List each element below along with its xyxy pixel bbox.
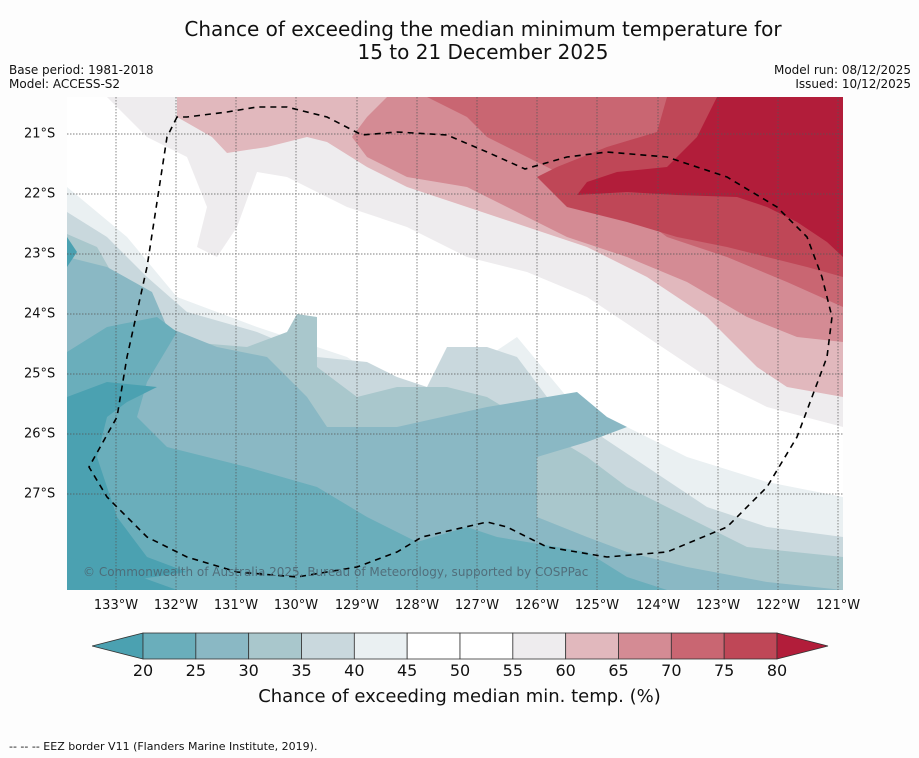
colorbar-band-55-60 <box>512 632 567 660</box>
model-run: Model run: 08/12/2025 <box>773 63 911 77</box>
model-name: Model: ACCESS-S2 <box>9 77 121 91</box>
colorbar-tick-60: 60 <box>555 661 576 680</box>
lat-label-23: 23°S <box>24 246 56 262</box>
lon-label-128: 128°W <box>394 598 440 613</box>
lat-label-22: 22°S <box>24 186 56 202</box>
graticule <box>67 97 843 590</box>
lon-label-123: 123°W <box>695 598 741 613</box>
colorbar-tick-55: 55 <box>502 661 524 680</box>
colorbar-tick-25: 25 <box>185 661 207 680</box>
meta-left: Base period: 1981-2018 Model: ACCESS-S2 <box>9 63 154 91</box>
lon-label-129: 129°W <box>334 598 380 613</box>
colorbar-band-75-80 <box>723 632 778 660</box>
colorbar-tick-65: 65 <box>608 661 629 680</box>
colorbar-tick-20: 20 <box>132 661 154 680</box>
colorbar-band-50-55 <box>459 632 514 660</box>
map-title: Chance of exceeding the median minimum t… <box>0 18 919 64</box>
colorbar-band-65-70 <box>618 632 672 660</box>
colorbar-extend-low <box>92 632 144 660</box>
lat-label-25: 25°S <box>24 366 56 382</box>
map-panel <box>67 97 843 590</box>
title-line-1: Chance of exceeding the median minimum t… <box>184 17 782 41</box>
band-below-20-b <box>67 557 177 590</box>
base-period: Base period: 1981-2018 <box>9 63 154 77</box>
colorbar-tick-40: 40 <box>344 661 365 680</box>
lon-label-132: 132°W <box>153 598 199 613</box>
lon-label-130: 130°W <box>273 598 319 613</box>
lon-label-127: 127°W <box>454 598 500 613</box>
lon-label-122: 122°W <box>755 598 801 613</box>
lon-label-125: 125°W <box>574 598 620 613</box>
band-above-80 <box>577 97 843 257</box>
colorbar-extend-high <box>776 632 829 660</box>
lat-label-26: 26°S <box>24 426 56 442</box>
lon-label-133: 133°W <box>93 598 139 613</box>
lat-label-21: 21°S <box>24 126 56 142</box>
colorbar-tick-30: 30 <box>238 661 259 680</box>
contour-map <box>67 97 843 590</box>
band-below-20-c <box>67 237 77 267</box>
lon-label-121: 121°W <box>815 598 861 613</box>
eez-footnote: -- -- -- EEZ border V11 (Flanders Marine… <box>9 740 318 753</box>
colorbar-band-20-25 <box>142 632 197 660</box>
colorbar-label: Chance of exceeding median min. temp. (%… <box>258 686 661 707</box>
colorbar-tick-35: 35 <box>291 661 312 680</box>
colorbar-tick-75: 75 <box>713 661 735 680</box>
title-line-2: 15 to 21 December 2025 <box>357 40 609 64</box>
colorbar <box>92 632 829 660</box>
colorbar-band-25-30 <box>195 632 250 660</box>
lat-label-27: 27°S <box>24 486 56 502</box>
lon-label-126: 126°W <box>514 598 560 613</box>
band-20-25 <box>67 317 667 590</box>
issued-date: Issued: 10/12/2025 <box>795 77 911 91</box>
colorbar-tick-70: 70 <box>661 661 682 680</box>
colorbar-band-45-50 <box>406 632 461 660</box>
colorbar-band-35-40 <box>301 632 355 660</box>
lon-label-131: 131°W <box>213 598 259 613</box>
meta-right: Model run: 08/12/2025 Issued: 10/12/2025 <box>774 63 911 91</box>
colorbar-tick-50: 50 <box>449 661 471 680</box>
eez-border <box>88 106 833 578</box>
copyright-notice: © Commonwealth of Australia 2025, Bureau… <box>83 565 589 579</box>
colorbar-band-70-75 <box>670 632 725 660</box>
lat-label-24: 24°S <box>24 306 56 322</box>
colorbar-band-60-65 <box>565 632 619 660</box>
lon-label-124: 124°W <box>635 598 681 613</box>
colorbar-band-30-35 <box>248 632 302 660</box>
colorbar-tick-80: 80 <box>766 661 788 680</box>
colorbar-band-40-45 <box>353 632 408 660</box>
colorbar-tick-45: 45 <box>396 661 418 680</box>
